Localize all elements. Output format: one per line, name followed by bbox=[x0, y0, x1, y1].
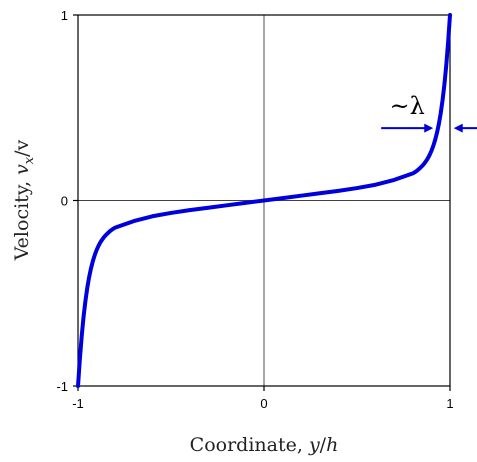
y-tick-label: -1 bbox=[56, 379, 68, 394]
series-layer bbox=[76, 13, 452, 388]
x-tick-label: 1 bbox=[446, 396, 453, 411]
y-axis-label: Velocity, vx/v bbox=[11, 139, 37, 261]
x-tick-label: 0 bbox=[260, 396, 267, 411]
y-tick-label: 1 bbox=[61, 8, 68, 23]
lambda-annotation: ~λ bbox=[381, 92, 477, 133]
lambda-label: ~λ bbox=[390, 92, 425, 120]
lambda-arrow-right-head bbox=[453, 123, 463, 133]
x-axis-label: Coordinate, y/h bbox=[190, 434, 339, 456]
velocity-series-line bbox=[76, 13, 452, 388]
x-tick-label: -1 bbox=[72, 396, 84, 411]
y-tick-label: 0 bbox=[61, 194, 68, 209]
axis-ticks: -1 0 1 -1 0 1 bbox=[56, 8, 453, 411]
lambda-arrow-left-head bbox=[424, 123, 434, 133]
